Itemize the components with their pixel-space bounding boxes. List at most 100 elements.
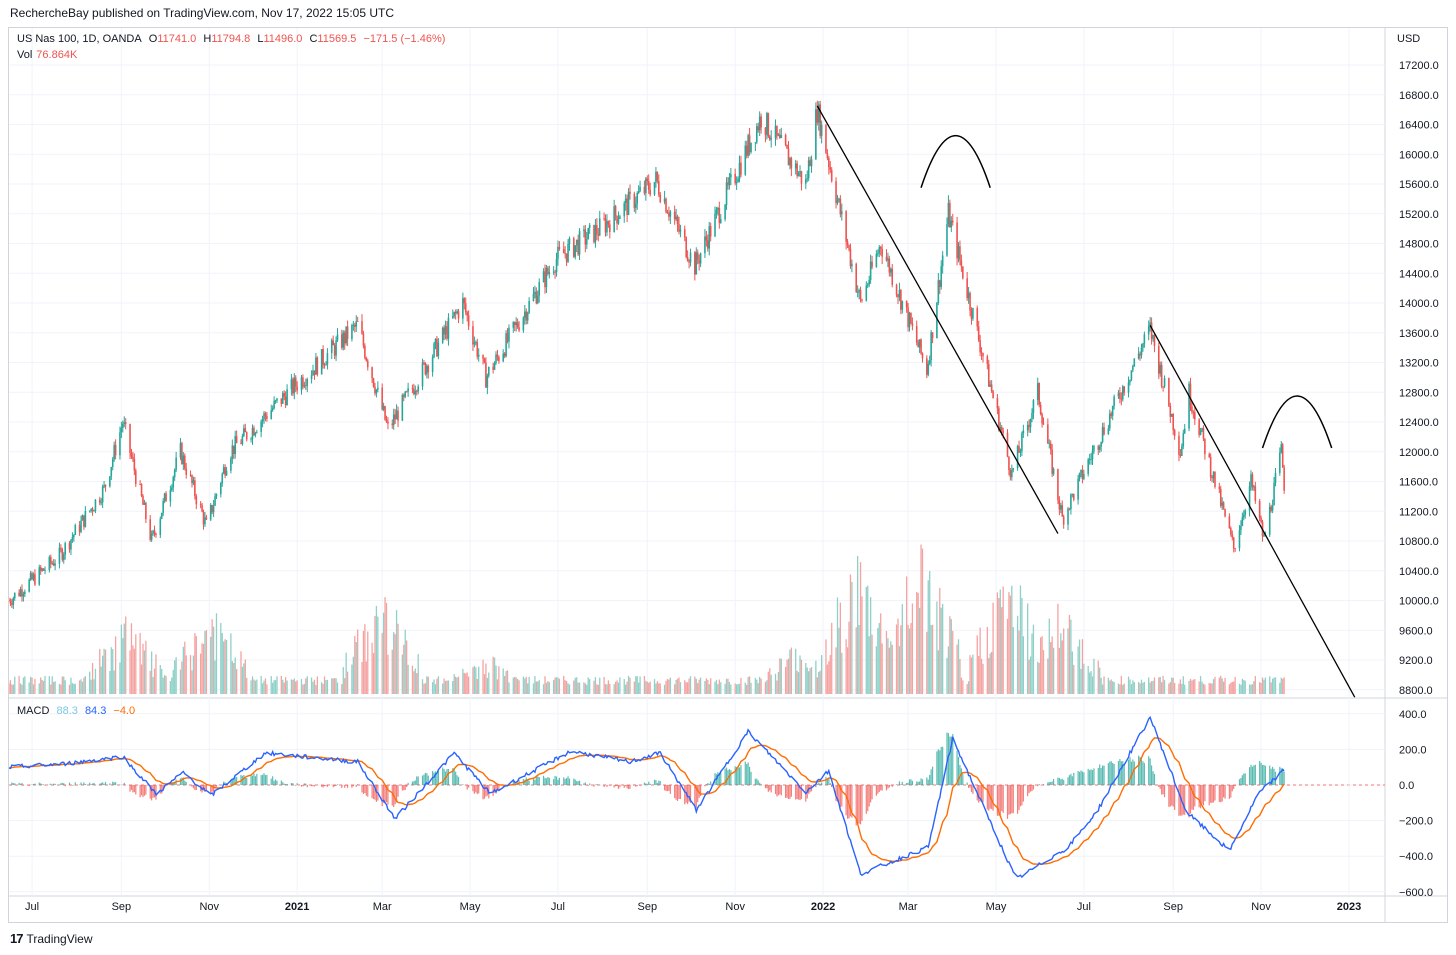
price-tick-label: 13200.0 <box>1399 358 1439 370</box>
candle-body <box>901 300 904 310</box>
candle-body <box>987 363 990 387</box>
candle-body <box>534 291 536 294</box>
candle-body <box>774 125 777 139</box>
candle-body <box>231 445 234 459</box>
candle-body <box>39 567 42 571</box>
candle-body <box>1260 517 1262 522</box>
candle-body <box>1000 427 1003 431</box>
candle-body <box>283 393 285 397</box>
candle-body <box>513 321 516 325</box>
candle-body <box>395 410 398 420</box>
candle-body <box>515 322 517 325</box>
candle-body <box>836 199 839 204</box>
candle-body <box>162 500 164 513</box>
candle-body <box>472 326 474 345</box>
candle-body <box>414 390 417 395</box>
candle-body <box>88 510 91 512</box>
candle-body <box>866 284 869 286</box>
candle-body <box>889 268 892 273</box>
candle-body <box>315 357 317 375</box>
candle-body <box>202 511 205 525</box>
candle-body <box>9 600 12 604</box>
candle-body <box>70 539 72 550</box>
candle-body <box>1204 438 1206 455</box>
candle-body <box>342 332 345 348</box>
candle-body <box>405 391 408 393</box>
candle-body <box>201 505 203 512</box>
time-tick-label: Jul <box>1077 901 1091 913</box>
candle-body <box>171 487 173 491</box>
candle-body <box>401 395 404 421</box>
candle-body <box>407 388 409 392</box>
candle-body <box>387 421 389 424</box>
candle-body <box>183 455 186 469</box>
candle-body <box>1019 451 1022 453</box>
candle-body <box>199 504 202 506</box>
candle-body <box>486 375 489 388</box>
macd-tick-label: −600.0 <box>1399 887 1433 899</box>
candle-body <box>493 363 496 370</box>
candle-body <box>1002 430 1004 433</box>
price-tick-label: 14800.0 <box>1399 239 1439 251</box>
candle-body <box>31 573 33 580</box>
chart-frame[interactable]: 17200.0 16800.0 16400.0 16000.0 15600.0 15200… <box>8 27 1448 923</box>
candle-body <box>915 326 918 343</box>
candle-body <box>707 240 709 249</box>
candle-body <box>124 422 127 425</box>
candle-body <box>655 171 657 182</box>
candle-body <box>921 353 924 359</box>
candle-body <box>191 475 193 484</box>
candle-body <box>1212 471 1215 479</box>
candle-body <box>607 221 610 225</box>
candle-body <box>241 436 244 444</box>
currency-label: USD <box>1397 33 1420 45</box>
candle-body <box>1234 548 1236 550</box>
candle-body <box>1194 412 1196 420</box>
candle-body <box>362 333 365 346</box>
candle-body <box>28 579 30 592</box>
candle-body <box>623 203 626 217</box>
candle-body <box>583 229 585 231</box>
candle-body <box>737 178 739 183</box>
candle-body <box>303 385 306 387</box>
candle-body <box>366 360 369 368</box>
candle-body <box>562 249 565 254</box>
candle-body <box>424 362 427 375</box>
footer-brand[interactable]: 17 TradingView <box>10 931 93 946</box>
candle-body <box>656 171 659 182</box>
candle-body <box>718 207 721 223</box>
candle-body <box>689 252 692 263</box>
candle-body <box>483 358 486 363</box>
candle-body <box>555 258 558 273</box>
candle-body <box>708 226 711 249</box>
candle-body <box>538 282 541 296</box>
chart-canvas[interactable]: 17200.0 16800.0 16400.0 16000.0 15600.0 15200… <box>9 28 1447 922</box>
price-tick-label: 12000.0 <box>1399 447 1439 459</box>
candle-body <box>78 525 81 532</box>
candle-body <box>728 177 731 186</box>
candle-body <box>1263 535 1265 537</box>
candle-body <box>352 324 355 326</box>
candle-body <box>895 284 898 295</box>
candle-body <box>245 432 248 440</box>
candle-body <box>375 389 378 394</box>
candle-body <box>768 136 771 140</box>
price-tick-label: 9200.0 <box>1399 655 1433 667</box>
candle-body <box>1048 443 1051 445</box>
price-tick-label: 16400.0 <box>1399 120 1439 132</box>
candle-body <box>1067 508 1069 525</box>
candle-body <box>163 493 166 501</box>
candle-body <box>1028 424 1030 428</box>
time-tick-label: May <box>986 901 1007 913</box>
candle-body <box>1042 423 1045 425</box>
candle-body <box>1242 514 1245 518</box>
candle-body <box>767 113 770 137</box>
candle-body <box>719 219 722 223</box>
candle-body <box>526 312 529 321</box>
candle-body <box>668 213 670 217</box>
candle-body <box>616 215 618 224</box>
candle-body <box>444 326 447 335</box>
candle-body <box>431 357 434 373</box>
candle-body <box>1149 322 1151 327</box>
candle-body <box>351 325 353 340</box>
